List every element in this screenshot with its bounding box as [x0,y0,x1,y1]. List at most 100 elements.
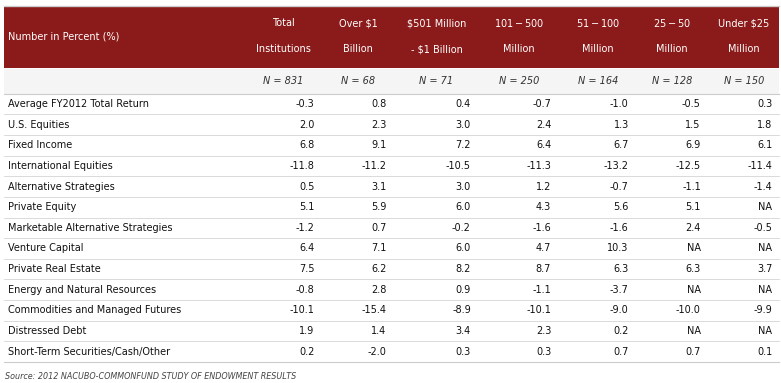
Text: Billion: Billion [343,44,373,54]
Text: NA: NA [758,202,772,212]
Text: - $1 Billion: - $1 Billion [411,44,462,54]
Text: 6.3: 6.3 [614,264,629,274]
Text: 1.5: 1.5 [686,119,701,130]
Text: 1.9: 1.9 [299,326,315,336]
Text: 1.2: 1.2 [536,182,551,192]
Text: -0.7: -0.7 [533,99,551,109]
Text: $501 Million: $501 Million [407,18,466,28]
Text: 10.3: 10.3 [608,244,629,254]
Text: 7.2: 7.2 [455,140,471,150]
Text: 5.1: 5.1 [299,202,315,212]
Text: -1.4: -1.4 [754,182,772,192]
Text: Commodities and Managed Futures: Commodities and Managed Futures [8,305,181,315]
Text: -0.3: -0.3 [296,99,315,109]
Text: 2.3: 2.3 [536,326,551,336]
Text: 4.7: 4.7 [536,244,551,254]
Text: 0.2: 0.2 [299,347,315,357]
Text: 2.0: 2.0 [299,119,315,130]
Text: 6.0: 6.0 [455,244,471,254]
Text: 3.0: 3.0 [455,119,471,130]
Text: -0.7: -0.7 [610,182,629,192]
Text: 0.3: 0.3 [536,347,551,357]
Text: 4.3: 4.3 [536,202,551,212]
Bar [4,218,779,238]
Text: 1.3: 1.3 [614,119,629,130]
Text: -9.9: -9.9 [754,305,772,315]
Text: Venture Capital: Venture Capital [8,244,84,254]
Text: -0.2: -0.2 [452,223,471,233]
Text: 6.2: 6.2 [371,264,387,274]
Bar [4,197,779,218]
Text: 5.1: 5.1 [686,202,701,212]
Text: -1.1: -1.1 [682,182,701,192]
Text: -10.5: -10.5 [446,161,471,171]
Text: -3.7: -3.7 [610,285,629,295]
Text: Institutions: Institutions [256,44,311,54]
Text: Over $1: Over $1 [339,18,377,28]
Text: 6.1: 6.1 [757,140,772,150]
Text: 7.5: 7.5 [299,264,315,274]
Text: N = 831: N = 831 [263,76,304,86]
Text: Alternative Strategies: Alternative Strategies [8,182,115,192]
Text: Total: Total [273,18,295,28]
Text: Fixed Income: Fixed Income [8,140,72,150]
Text: 5.9: 5.9 [371,202,387,212]
Text: 0.1: 0.1 [757,347,772,357]
Text: 0.7: 0.7 [371,223,387,233]
Text: -8.9: -8.9 [452,305,471,315]
Bar [4,68,779,94]
Text: NA: NA [686,244,701,254]
Text: 3.7: 3.7 [757,264,772,274]
Bar [4,300,779,321]
Text: 0.7: 0.7 [613,347,629,357]
Text: -1.6: -1.6 [610,223,629,233]
Text: Million: Million [582,44,614,54]
Text: Million: Million [728,44,759,54]
Text: 8.2: 8.2 [455,264,471,274]
Text: Million: Million [656,44,688,54]
Text: 0.9: 0.9 [455,285,471,295]
Text: $101 - $500: $101 - $500 [494,17,544,29]
Text: -13.2: -13.2 [604,161,629,171]
Bar [4,155,779,176]
Text: 6.4: 6.4 [299,244,315,254]
Text: Energy and Natural Resources: Energy and Natural Resources [8,285,156,295]
Bar [4,280,779,300]
Text: -1.0: -1.0 [610,99,629,109]
Text: -11.3: -11.3 [526,161,551,171]
Text: 2.8: 2.8 [371,285,387,295]
Text: Million: Million [504,44,535,54]
Text: N = 164: N = 164 [578,76,618,86]
Text: NA: NA [686,285,701,295]
Text: NA: NA [686,326,701,336]
Text: NA: NA [758,285,772,295]
Text: 8.7: 8.7 [536,264,551,274]
Text: N = 250: N = 250 [499,76,540,86]
Text: Short-Term Securities/Cash/Other: Short-Term Securities/Cash/Other [8,347,170,357]
Text: NA: NA [758,244,772,254]
Text: 0.2: 0.2 [613,326,629,336]
Bar [4,238,779,259]
Text: 6.9: 6.9 [686,140,701,150]
Text: -9.0: -9.0 [610,305,629,315]
Text: 6.4: 6.4 [536,140,551,150]
Text: -12.5: -12.5 [676,161,701,171]
Text: -0.5: -0.5 [682,99,701,109]
Text: 2.4: 2.4 [536,119,551,130]
Text: 1.4: 1.4 [371,326,387,336]
Text: -0.8: -0.8 [296,285,315,295]
Text: Distressed Debt: Distressed Debt [8,326,86,336]
Text: Marketable Alternative Strategies: Marketable Alternative Strategies [8,223,173,233]
Text: 6.8: 6.8 [299,140,315,150]
Text: 7.1: 7.1 [371,244,387,254]
Text: 5.6: 5.6 [613,202,629,212]
Text: 3.0: 3.0 [455,182,471,192]
Bar [4,94,779,115]
Text: 3.4: 3.4 [455,326,471,336]
Text: -15.4: -15.4 [362,305,387,315]
Text: 9.1: 9.1 [371,140,387,150]
Text: -11.2: -11.2 [362,161,387,171]
Text: -0.5: -0.5 [754,223,772,233]
Text: -11.4: -11.4 [747,161,772,171]
Text: Number in Percent (%): Number in Percent (%) [8,32,119,42]
